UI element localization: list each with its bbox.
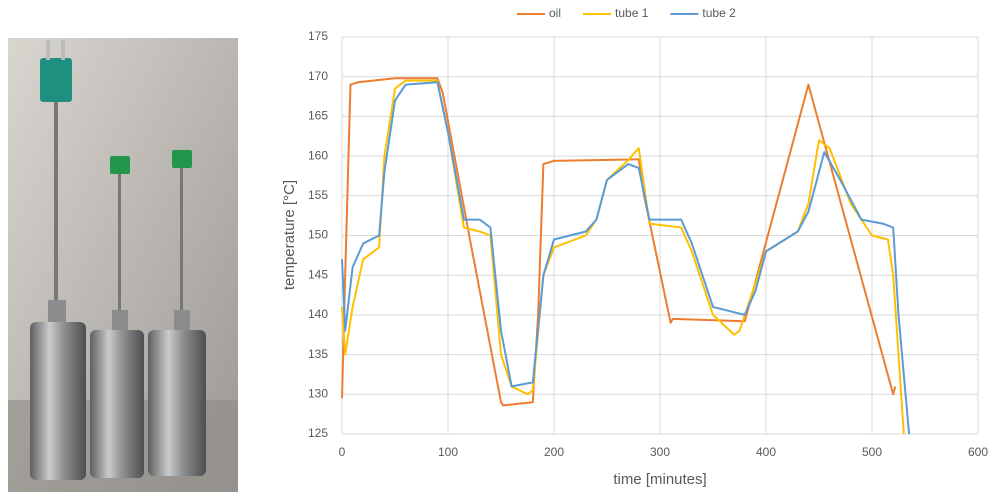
legend-label: tube 2 (702, 6, 736, 20)
x-tick-label: 100 (438, 445, 458, 459)
y-tick-label: 140 (308, 307, 328, 321)
y-tick-label: 130 (308, 386, 328, 400)
x-tick-label: 500 (862, 445, 882, 459)
y-tick-label: 145 (308, 267, 328, 281)
y-tick-label: 165 (308, 109, 328, 123)
x-tick-label: 0 (339, 445, 346, 459)
x-tick-label: 300 (650, 445, 670, 459)
y-tick-label: 150 (308, 228, 328, 242)
y-tick-label: 135 (308, 347, 328, 361)
series-line (341, 81, 911, 435)
y-axis-title: temperature [°C] (281, 180, 298, 290)
y-tick-label: 175 (308, 29, 328, 43)
legend-label: tube 1 (615, 6, 649, 20)
x-tick-label: 200 (544, 445, 564, 459)
x-tick-label: 400 (756, 445, 776, 459)
legend-label: oil (549, 6, 561, 20)
photo (8, 38, 238, 492)
y-tick-label: 170 (308, 69, 328, 83)
x-tick-label: 600 (968, 445, 988, 459)
series-line (341, 77, 897, 407)
x-axis-title: time [minutes] (613, 471, 706, 488)
series-line (341, 79, 905, 435)
y-tick-label: 125 (308, 426, 328, 440)
y-tick-label: 160 (308, 148, 328, 162)
y-tick-label: 155 (308, 188, 328, 202)
